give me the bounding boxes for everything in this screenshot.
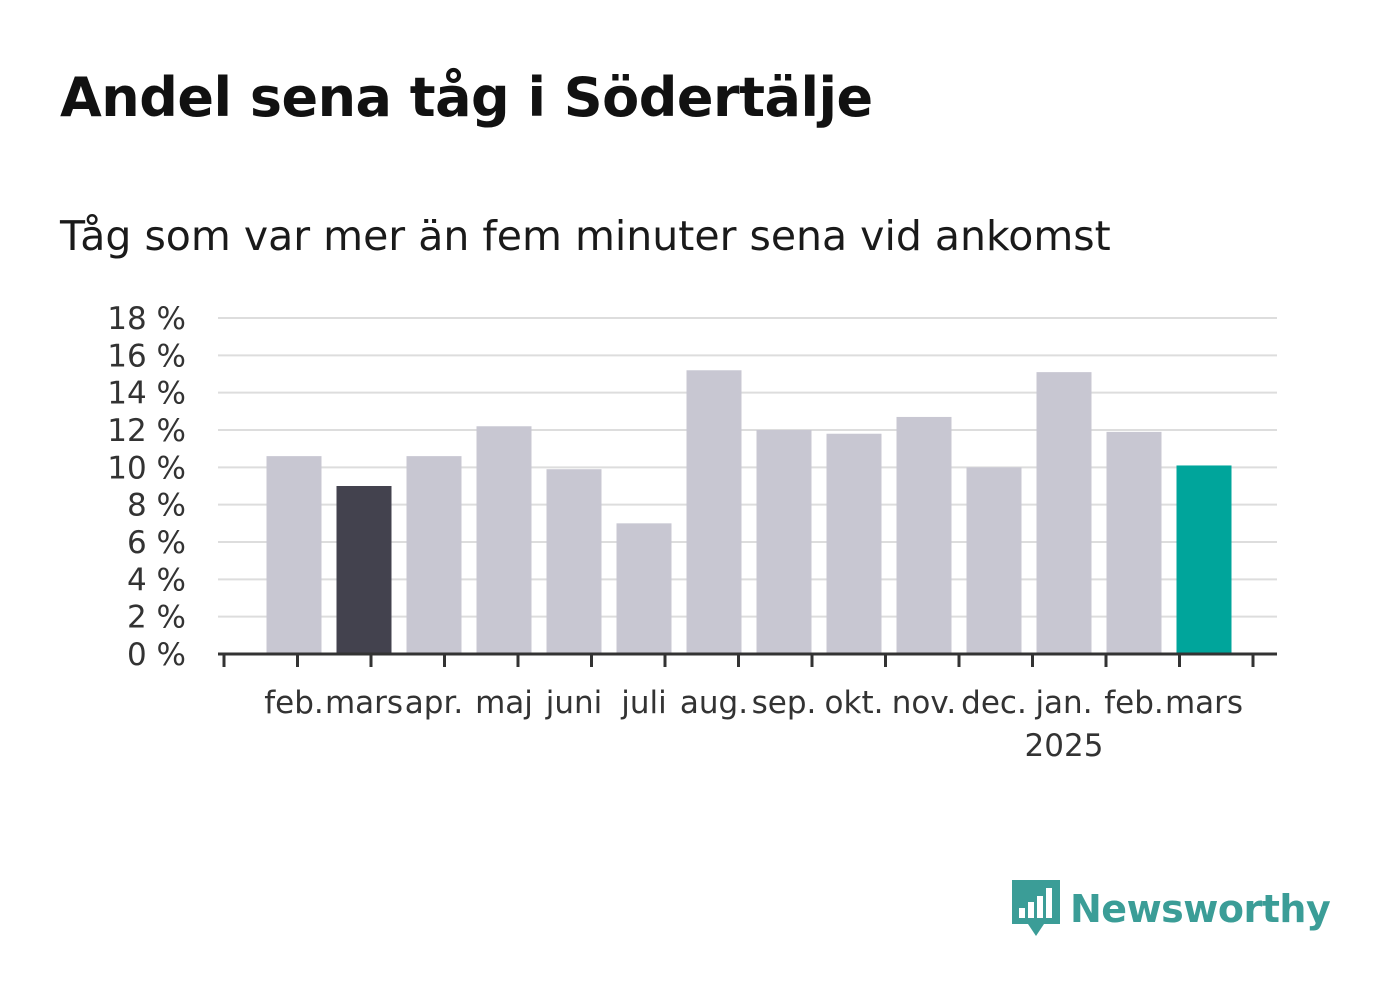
bar bbox=[1106, 431, 1162, 654]
bar bbox=[826, 433, 882, 654]
x-tick-label: dec. bbox=[961, 685, 1027, 721]
bar bbox=[266, 456, 322, 654]
newsworthy-logo: Newsworthy bbox=[1010, 878, 1331, 940]
y-tick-label: 0 % bbox=[127, 637, 186, 673]
x-tick-label: nov. bbox=[892, 685, 956, 721]
bar bbox=[1176, 465, 1232, 654]
bar bbox=[616, 523, 672, 654]
chart-subtitle: Tåg som var mer än fem minuter sena vid … bbox=[60, 212, 1111, 260]
bar bbox=[406, 456, 462, 654]
y-tick-label: 10 % bbox=[107, 450, 186, 486]
y-tick-label: 6 % bbox=[127, 525, 186, 561]
y-tick-label: 2 % bbox=[127, 600, 186, 636]
x-tick-label: mars bbox=[1165, 685, 1243, 721]
x-tick-label: feb. bbox=[1104, 685, 1164, 721]
x-tick-label: okt. bbox=[825, 685, 884, 721]
x-tick-label: juli bbox=[620, 685, 667, 721]
x-tick-label: juni bbox=[545, 685, 603, 721]
y-tick-label: 14 % bbox=[107, 376, 186, 412]
y-tick-label: 16 % bbox=[107, 338, 186, 374]
bar bbox=[546, 469, 602, 654]
y-tick-label: 12 % bbox=[107, 413, 186, 449]
bar bbox=[896, 416, 952, 654]
y-tick-label: 18 % bbox=[107, 301, 186, 337]
x-tick-label: sep. bbox=[752, 685, 817, 721]
chart-title: Andel sena tåg i Södertälje bbox=[60, 66, 873, 129]
bar bbox=[756, 430, 812, 654]
x-tick-label: aug. bbox=[680, 685, 748, 721]
x-tick-label: jan. bbox=[1034, 685, 1092, 721]
x-tick-label: feb. bbox=[264, 685, 324, 721]
x-tick-label: mars bbox=[325, 685, 403, 721]
brand-name: Newsworthy bbox=[1070, 887, 1331, 931]
x-tick-label: apr. bbox=[405, 685, 463, 721]
bar bbox=[966, 467, 1022, 654]
bar bbox=[1036, 372, 1092, 654]
newsworthy-logo-icon bbox=[1012, 880, 1060, 936]
bar bbox=[686, 370, 742, 654]
x-tick-label: maj bbox=[475, 685, 533, 721]
y-tick-label: 8 % bbox=[127, 488, 186, 524]
bar bbox=[336, 486, 392, 654]
bar bbox=[476, 426, 532, 654]
x-year-label: 2025 bbox=[1025, 728, 1104, 764]
y-tick-label: 4 % bbox=[127, 562, 186, 598]
